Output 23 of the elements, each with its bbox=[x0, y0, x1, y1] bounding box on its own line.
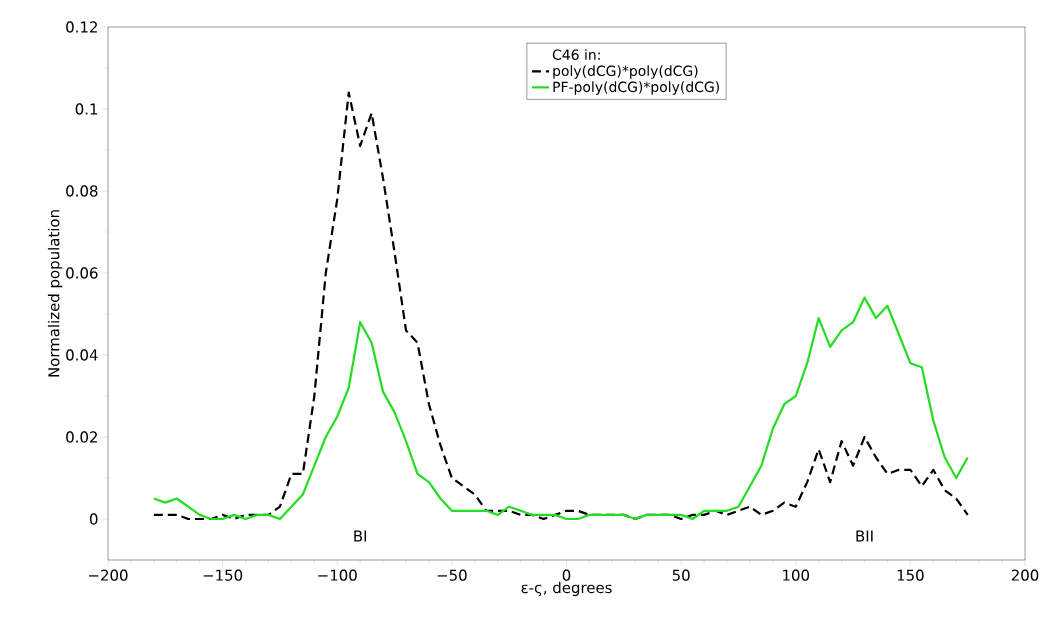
y-tick-label: 0.12 bbox=[66, 21, 97, 33]
x-tick-label: 200 bbox=[1011, 569, 1039, 581]
x-tick-label: 50 bbox=[672, 569, 690, 581]
x-axis-title: ε-ς, degrees bbox=[521, 581, 612, 597]
legend-title: C46 in: bbox=[552, 49, 600, 60]
y-tick-label: 0.04 bbox=[66, 349, 98, 361]
legend-label: poly(dCG)*poly(dCG) bbox=[553, 65, 698, 79]
y-tick-label: 0.02 bbox=[66, 431, 97, 443]
annotation: BI bbox=[354, 530, 367, 542]
y-axis-title: Normalized population bbox=[47, 210, 63, 377]
y-tick-label: 0.06 bbox=[66, 267, 98, 279]
legend-label: PF-poly(dCG)*poly(dCG) bbox=[553, 81, 719, 95]
x-tick-label: −50 bbox=[437, 569, 467, 581]
annotation: BII bbox=[856, 530, 873, 542]
x-tick-label: 150 bbox=[897, 569, 924, 581]
x-tick-label: 0 bbox=[562, 569, 571, 581]
x-tick-label: −200 bbox=[89, 569, 128, 581]
x-tick-label: 100 bbox=[783, 569, 810, 581]
y-tick-label: 0.08 bbox=[66, 185, 98, 197]
y-tick-label: 0.1 bbox=[75, 103, 98, 115]
x-tick-label: −150 bbox=[203, 569, 243, 581]
y-tick-label: 0 bbox=[89, 513, 98, 525]
x-tick-label: −100 bbox=[318, 569, 357, 581]
